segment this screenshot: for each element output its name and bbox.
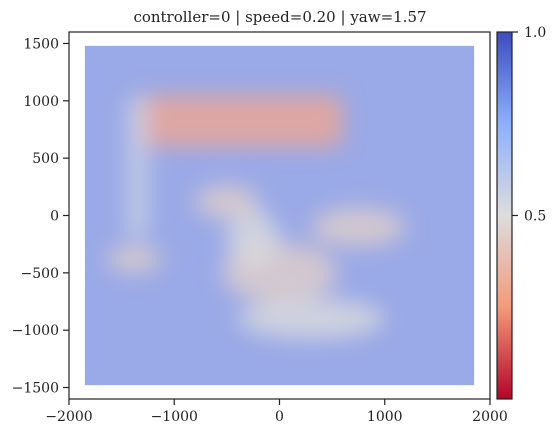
x-tick-label: 2000	[472, 409, 508, 425]
y-tick-label: 1000	[23, 94, 59, 110]
heatmap-region	[311, 207, 406, 247]
chart-title: controller=0 | speed=0.20 | yaw=1.57	[133, 8, 426, 26]
colorbar-tick-label: 1.0	[524, 25, 546, 41]
colorbar-tick-label: 0.5	[524, 209, 546, 225]
y-tick-label: −1000	[12, 323, 59, 339]
heatmap-region	[195, 184, 259, 219]
heatmap-layer	[84, 45, 475, 386]
x-tick-label: 1000	[367, 409, 403, 425]
y-tick-label: 500	[32, 151, 59, 167]
x-tick-label: −2000	[45, 409, 92, 425]
y-tick-label: −500	[21, 266, 59, 282]
x-axis: −2000 −1000 0 1000 2000	[45, 399, 508, 425]
x-tick-label: 0	[275, 409, 284, 425]
heatmap-region	[126, 95, 148, 239]
heatmap-region	[237, 298, 385, 340]
heatmap-region	[137, 95, 343, 147]
y-axis: 1500 1000 500 0 −500 −1000 −1500	[12, 36, 69, 397]
heatmap-region	[226, 209, 280, 268]
x-tick-label: −1000	[151, 409, 198, 425]
colorbar	[496, 31, 513, 400]
colorbar-axis: 1.0 0.5	[512, 25, 546, 225]
y-tick-label: −1500	[12, 381, 59, 397]
y-tick-label: 1500	[23, 36, 59, 52]
y-tick-label: 0	[50, 209, 59, 225]
heatmap-region	[106, 245, 162, 273]
